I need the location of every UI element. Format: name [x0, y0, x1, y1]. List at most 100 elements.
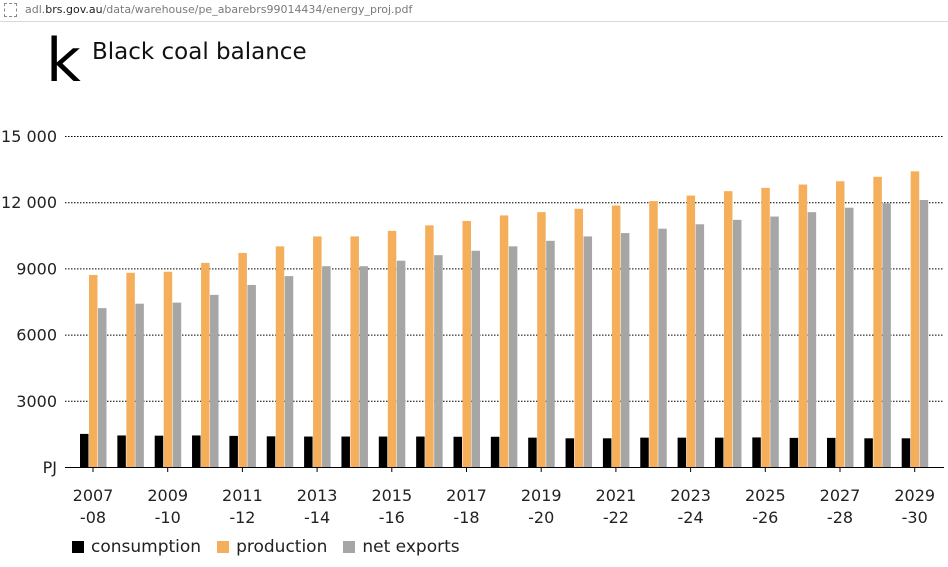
bar-production-2012-13: [275, 246, 285, 467]
legend-label-net-exports: net exports: [362, 537, 460, 557]
bar-consumption-2011-12: [229, 435, 238, 467]
bar-consumption-2029-30: [901, 438, 911, 467]
y-tick-label-1: 3000: [16, 392, 57, 411]
bar-production-2009-10: [163, 271, 173, 467]
url-path: /data/warehouse/pe_abarebrs99014434/ener…: [102, 3, 413, 16]
x-tick-label-7-line1: 2021: [596, 486, 637, 505]
url-text[interactable]: adl.brs.gov.au/data/warehouse/pe_abarebr…: [25, 3, 413, 16]
legend-item-consumption: consumption: [72, 537, 201, 557]
x-tick-label-4-line2: -16: [379, 508, 405, 527]
x-tick-label-5-line1: 2017: [446, 486, 487, 505]
x-tick-label-9-line2: -26: [752, 508, 778, 527]
bar-net-exports-2010-11: [210, 294, 219, 467]
x-tick-label-2-line2: -12: [229, 508, 255, 527]
address-bar[interactable]: adl.brs.gov.au/data/warehouse/pe_abarebr…: [0, 0, 948, 22]
bar-consumption-2022-23: [640, 437, 649, 467]
bar-production-2026-27: [798, 184, 808, 467]
x-tick-label-10-line2: -28: [827, 508, 853, 527]
y-tick-label-5: 15 000: [1, 127, 57, 146]
bar-consumption-2016-17: [416, 436, 425, 467]
bar-consumption-2023-24: [677, 437, 687, 467]
bar-production-2029-30: [910, 171, 920, 467]
bar-consumption-2017-18: [453, 436, 462, 467]
bar-net-exports-2020-21: [583, 236, 593, 467]
bar-consumption-2018-19: [490, 436, 500, 467]
bar-production-2027-28: [836, 181, 845, 467]
bar-net-exports-2017-18: [471, 250, 480, 467]
bar-net-exports-2016-17: [434, 255, 443, 467]
x-tick-label-3-line1: 2013: [297, 486, 338, 505]
x-tick-label-0-line2: -08: [80, 508, 106, 527]
bar-production-2017-18: [462, 220, 471, 467]
legend-swatch-net-exports: [343, 541, 356, 553]
legend-swatch-production: [217, 541, 230, 553]
legend-item-net-exports: net exports: [343, 537, 460, 557]
bar-net-exports-2014-15: [359, 266, 368, 467]
bar-production-2021-22: [611, 205, 621, 467]
x-tick-label-8-line1: 2023: [670, 486, 711, 505]
bar-production-2028-29: [873, 176, 882, 467]
bar-production-2024-25: [723, 191, 733, 467]
url-domain: brs.gov.au: [45, 3, 103, 16]
bar-net-exports-2027-28: [845, 207, 854, 467]
x-tick-label-11-line2: -30: [902, 508, 928, 527]
panel-letter: k: [46, 26, 81, 96]
bar-production-2011-12: [238, 252, 247, 467]
legend-label-production: production: [236, 537, 328, 557]
bar-consumption-2019-20: [528, 437, 537, 467]
chart-title: Black coal balance: [92, 39, 307, 65]
bar-consumption-2009-10: [154, 435, 164, 467]
bar-production-2020-21: [574, 208, 584, 467]
x-tick-label-2-line1: 2011: [222, 486, 263, 505]
bar-consumption-2014-15: [341, 436, 350, 467]
bar-consumption-2007-08: [80, 433, 89, 467]
bar-production-2014-15: [350, 236, 359, 467]
x-tick-label-6-line2: -20: [528, 508, 554, 527]
bar-net-exports-2023-24: [695, 224, 705, 467]
bar-consumption-2013-14: [304, 436, 313, 467]
bar-consumption-2024-25: [714, 437, 724, 467]
bar-consumption-2021-22: [602, 438, 612, 467]
legend-item-production: production: [217, 537, 327, 557]
bar-net-exports-2021-22: [620, 233, 630, 467]
bar-production-2022-23: [649, 201, 658, 467]
x-tick-label-7-line2: -22: [603, 508, 629, 527]
y-tick-label-2: 6000: [16, 326, 57, 345]
y-tick-label-0: PJ: [43, 458, 57, 477]
bar-net-exports-2022-23: [658, 228, 667, 467]
bar-consumption-2015-16: [378, 436, 388, 467]
bar-consumption-2010-11: [192, 435, 201, 467]
bar-production-2013-14: [313, 236, 322, 467]
x-tick-label-3-line2: -14: [304, 508, 330, 527]
y-tick-label-4: 12 000: [1, 193, 57, 212]
x-tick-label-1-line1: 2009: [147, 486, 188, 505]
legend-swatch-consumption: [72, 541, 84, 553]
bar-consumption-2012-13: [266, 436, 276, 467]
x-tick-label-8-line2: -24: [678, 508, 704, 527]
bar-production-2019-20: [537, 212, 546, 467]
bar-net-exports-2025-26: [770, 216, 779, 467]
page-icon: [4, 3, 17, 17]
x-tick-label-5-line2: -18: [453, 508, 479, 527]
bar-net-exports-2007-08: [98, 308, 107, 467]
bar-net-exports-2019-20: [546, 240, 555, 467]
x-tick-label-4-line1: 2015: [371, 486, 412, 505]
bar-production-2010-11: [201, 262, 210, 467]
x-tick-label-10-line1: 2027: [820, 486, 861, 505]
bar-consumption-2027-28: [827, 437, 836, 467]
legend: consumption production net exports: [72, 536, 476, 558]
bar-net-exports-2028-29: [882, 203, 891, 467]
bar-net-exports-2013-14: [322, 266, 331, 467]
x-tick-label-0-line1: 2007: [73, 486, 114, 505]
x-tick-label-9-line1: 2025: [745, 486, 786, 505]
x-tick-label-1-line2: -10: [155, 508, 181, 527]
bar-consumption-2008-09: [117, 435, 126, 467]
bar-net-exports-2008-09: [135, 303, 144, 467]
bar-consumption-2026-27: [789, 437, 799, 467]
bar-production-2018-19: [499, 215, 509, 467]
bar-production-2016-17: [425, 225, 434, 467]
bar-net-exports-2018-19: [508, 246, 518, 467]
y-tick-label-3: 9000: [16, 259, 57, 278]
bar-net-exports-2012-13: [284, 276, 294, 467]
